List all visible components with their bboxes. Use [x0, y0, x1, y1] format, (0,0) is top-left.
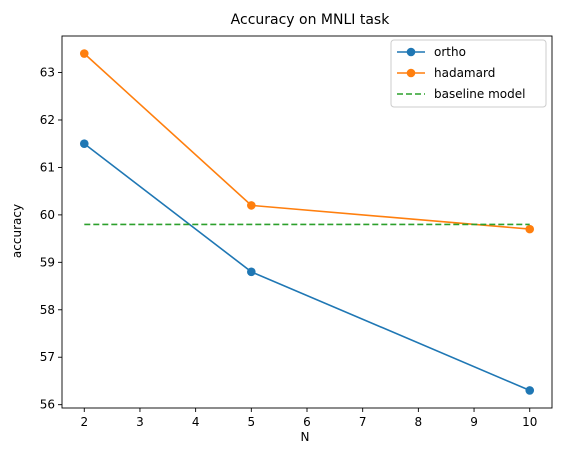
legend-label-0: ortho	[434, 45, 466, 59]
series-line-0	[83, 143, 531, 392]
legend-label-2: baseline model	[434, 87, 525, 101]
legend-marker-0	[406, 47, 416, 57]
y-tick-label-5: 61	[40, 160, 55, 174]
data-point-1-0	[79, 49, 89, 58]
x-tick-label-0: 2	[80, 415, 88, 429]
legend-label-1: hadamard	[434, 66, 495, 80]
legend-box	[390, 39, 547, 108]
x-tick-label-3: 5	[247, 415, 255, 429]
legend-marker-1	[406, 68, 416, 78]
y-tick-label-2: 58	[40, 303, 55, 317]
legend: ortho hadamard baseline model	[390, 39, 547, 108]
x-tick-label-7: 9	[470, 415, 478, 429]
y-tick-label-6: 62	[40, 113, 55, 127]
x-tick-label-5: 7	[359, 415, 367, 429]
x-tick-label-1: 3	[136, 415, 144, 429]
data-point-0-0	[79, 139, 89, 149]
y-axis-label: accuracy	[10, 204, 24, 258]
y-tick-label-0: 56	[40, 398, 55, 412]
x-tick-label-2: 4	[192, 415, 200, 429]
y-tick-label-4: 60	[40, 208, 55, 222]
data-point-0-2	[525, 386, 535, 395]
x-tick-label-6: 8	[415, 415, 423, 429]
data-point-1-2	[525, 224, 535, 234]
x-axis-label: N	[301, 430, 310, 444]
y-tick-label-3: 59	[40, 255, 55, 269]
chart-title: Accuracy on MNLI task	[231, 12, 391, 28]
x-tick-label-8: 10	[522, 415, 537, 429]
y-tick-label-1: 57	[40, 350, 55, 364]
y-tick-label-7: 63	[40, 66, 55, 80]
data-point-1-1	[247, 201, 256, 210]
data-point-0-1	[247, 267, 256, 277]
x-tick-label-4: 6	[303, 415, 311, 429]
plot-area	[79, 49, 535, 395]
